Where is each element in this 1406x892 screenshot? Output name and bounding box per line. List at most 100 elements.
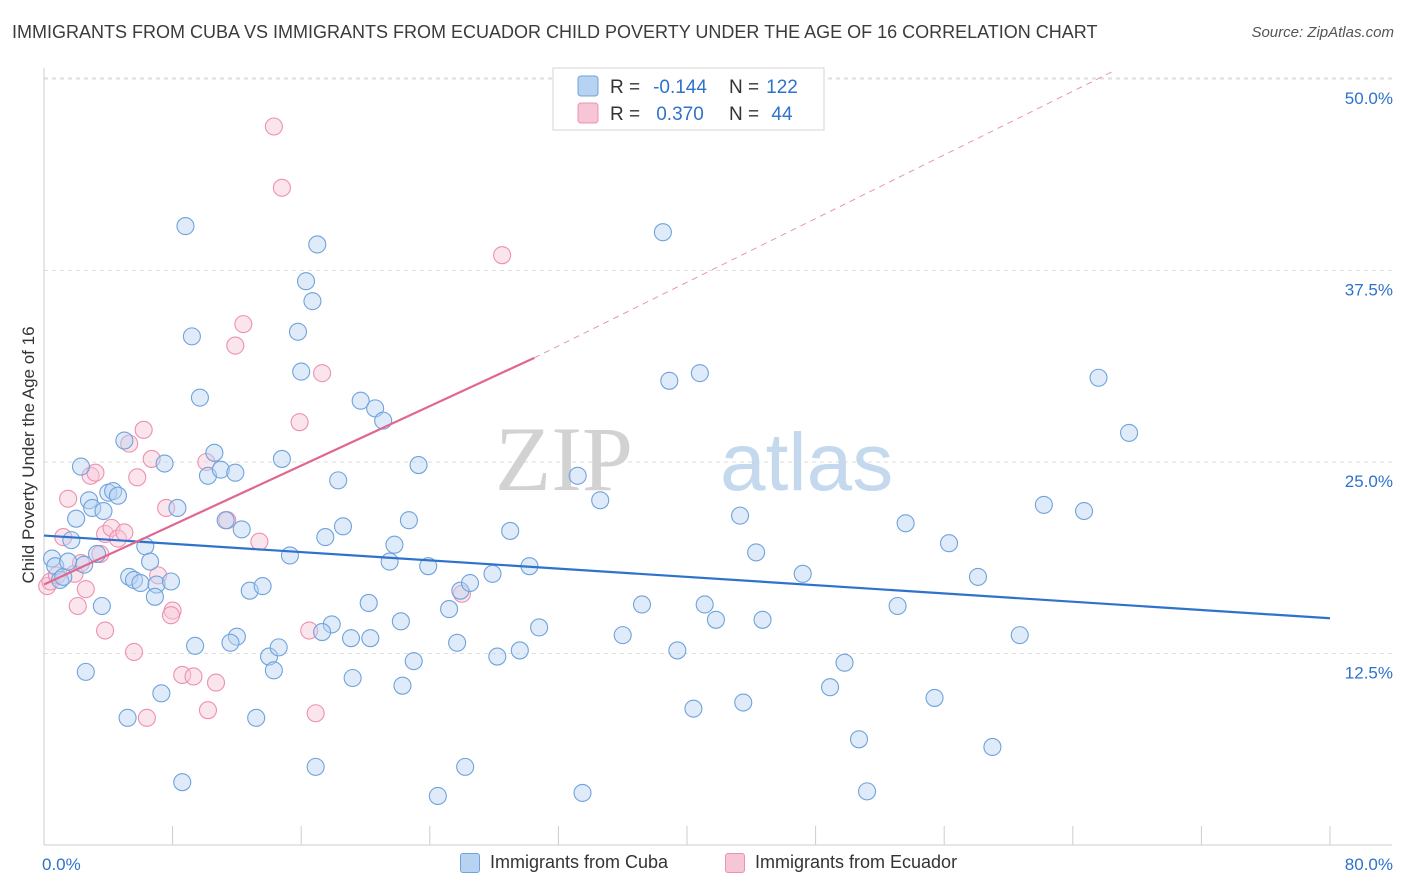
x-tick-label-0: 0.0% — [42, 855, 81, 874]
watermark: ZIP atlas — [495, 408, 893, 510]
cuba-point-50 — [333, 517, 353, 536]
legend-label-ecuador: Immigrants from Ecuador — [755, 852, 958, 872]
cuba-point-24 — [161, 572, 181, 591]
cuba-point-36 — [247, 708, 266, 727]
cuba-point-119 — [404, 652, 423, 671]
legend-bottom-swatch-ecuador — [725, 852, 745, 873]
cuba-point-6 — [67, 509, 86, 528]
y-tick-label-0: 12.5% — [1345, 664, 1393, 683]
legend-bottom-swatch-cuba — [460, 852, 480, 873]
cuba-point-92 — [939, 534, 959, 553]
ecuador-point-31 — [272, 178, 291, 197]
cuba-point-114 — [186, 636, 205, 655]
cuba-point-117 — [313, 623, 332, 642]
cuba-point-52 — [351, 391, 370, 410]
cuba-point-62 — [440, 600, 459, 619]
cuba-point-109 — [456, 757, 475, 776]
cuba-point-111 — [573, 783, 592, 802]
cuba-point-16 — [115, 431, 134, 450]
cuba-point-66 — [488, 647, 507, 666]
cuba-point-51 — [343, 668, 362, 688]
cuba-point-61 — [419, 557, 438, 576]
watermark-zip: ZIP — [495, 408, 633, 510]
cuba-point-93 — [968, 567, 988, 586]
cuba-point-43 — [292, 362, 311, 381]
cuba-point-84 — [793, 564, 812, 583]
ecuador-point-17 — [134, 420, 153, 439]
watermark-atlas: atlas — [720, 417, 893, 508]
y-tick-label-1: 25.0% — [1345, 472, 1393, 491]
legend-row-cuba: R = -0.144 N = 122 — [577, 75, 798, 98]
cuba-point-69 — [568, 466, 587, 485]
legend-bottom: Immigrants from Cuba Immigrants from Ecu… — [0, 852, 1406, 878]
ecuador-point-7 — [76, 580, 95, 599]
cuba-point-63 — [451, 581, 470, 600]
cuba-point-53 — [359, 593, 378, 612]
cuba-point-73 — [653, 223, 672, 242]
series-cuba-points — [42, 217, 1139, 806]
ecuador-point-40 — [137, 708, 156, 727]
legend-top: R = -0.144 N = 122 R = 0.370 N = 44 — [552, 67, 825, 131]
cuba-point-80 — [730, 506, 750, 525]
cuba-point-27 — [182, 327, 201, 346]
cuba-point-87 — [849, 730, 869, 749]
series-ecuador-points — [38, 117, 512, 727]
ecuador-point-23 — [184, 667, 203, 686]
ecuador-point-27 — [226, 336, 245, 355]
cuba-point-105 — [306, 757, 325, 776]
cuba-point-30 — [205, 443, 224, 462]
y-axis-label: Child Poverty Under the Age of 16 — [19, 326, 38, 583]
cuba-point-71 — [613, 626, 632, 645]
cuba-point-95 — [1010, 626, 1029, 645]
axes — [43, 68, 1392, 846]
legend-n-value-cuba: 122 — [766, 77, 798, 98]
cuba-point-85 — [821, 678, 840, 697]
chart-title: IMMIGRANTS FROM CUBA VS IMMIGRANTS FROM … — [12, 22, 1098, 42]
cuba-point-86 — [835, 653, 854, 672]
cuba-point-64 — [460, 573, 480, 593]
ecuador-point-39 — [124, 642, 144, 662]
cuba-point-76 — [684, 699, 703, 718]
tick-labels: 12.5% 25.0% 37.5% 50.0% 0.0% 80.0% — [42, 89, 1393, 874]
cuba-point-103 — [173, 773, 192, 792]
ecuador-point-16 — [128, 468, 147, 487]
cuba-point-96 — [1034, 495, 1053, 514]
ecuador-point-43 — [306, 704, 325, 723]
ecuador-point-35 — [493, 246, 512, 265]
cuba-point-15 — [108, 486, 127, 505]
cuba-point-112 — [92, 596, 111, 616]
cuba-point-42 — [288, 322, 308, 341]
y-tick-label-2: 37.5% — [1345, 281, 1393, 300]
legend-n-label-cuba: N = — [729, 77, 759, 98]
cuba-point-77 — [690, 364, 709, 383]
cuba-point-88 — [857, 782, 877, 801]
cuba-point-4 — [59, 552, 78, 571]
cuba-point-17 — [120, 567, 139, 586]
cuba-point-121 — [530, 618, 549, 637]
cuba-point-120 — [448, 633, 467, 652]
cuba-point-39 — [264, 661, 283, 680]
ecuador-point-14 — [115, 523, 134, 542]
cuba-point-107 — [393, 676, 412, 695]
cuba-point-60 — [409, 456, 428, 475]
cuba-point-34 — [232, 520, 251, 539]
trend-line-ecuador — [43, 356, 535, 586]
ecuador-point-15 — [120, 434, 139, 453]
cuba-point-47 — [316, 528, 335, 547]
trend-line-ecuador-extension — [534, 70, 1114, 359]
ecuador-point-38 — [96, 621, 115, 640]
cuba-point-110 — [510, 641, 529, 660]
y-tick-label-3: 50.0% — [1345, 89, 1393, 108]
cuba-point-32 — [216, 511, 235, 530]
cuba-point-28 — [190, 388, 209, 407]
legend-swatch-ecuador — [577, 102, 599, 124]
ecuador-point-41 — [161, 606, 181, 625]
legend-r-value-cuba: -0.144 — [653, 77, 707, 98]
cuba-point-97 — [1075, 501, 1094, 521]
ecuador-point-42 — [198, 701, 218, 720]
cuba-point-99 — [1120, 423, 1139, 442]
source-credit: Source: ZipAtlas.com — [1251, 24, 1394, 41]
legend-r-label-ecuador: R = — [610, 104, 640, 125]
ecuador-point-25 — [206, 673, 226, 692]
